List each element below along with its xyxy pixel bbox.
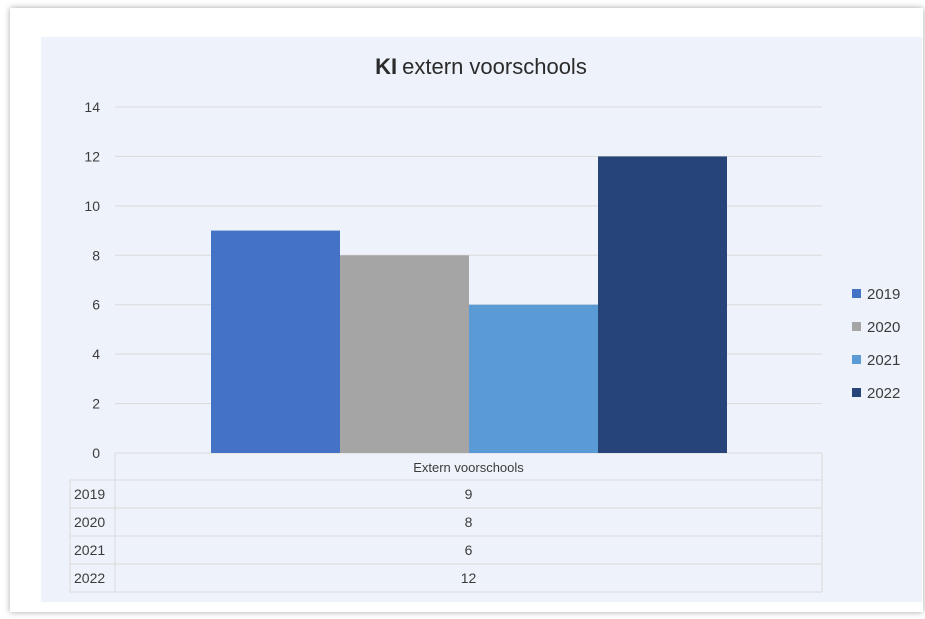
- table-row-label: 2022: [74, 570, 105, 586]
- table-row-label: 2020: [74, 514, 105, 530]
- legend-swatch-2021: [852, 355, 861, 364]
- table-row-label: 2019: [74, 486, 105, 502]
- chart-frame: KI extern voorschools 0 2 4 6 8 10 12 14 2019 202…: [10, 8, 923, 612]
- y-tick-label: 8: [92, 247, 100, 263]
- table-row-value: 9: [465, 486, 473, 502]
- y-tick-label: 10: [84, 198, 100, 214]
- table-row-value: 6: [465, 542, 473, 558]
- legend-swatch-2019: [852, 289, 861, 298]
- y-tick-label: 6: [92, 297, 100, 313]
- legend-swatch-2020: [852, 322, 861, 331]
- legend-label-2020: 2020: [867, 319, 900, 336]
- table-category-header: Extern voorschools: [413, 460, 524, 475]
- y-tick-label: 2: [92, 396, 100, 412]
- bar-2019: [211, 230, 340, 453]
- table-row-value: 12: [461, 570, 477, 586]
- bar-2022: [598, 156, 727, 453]
- y-tick-label: 4: [92, 346, 100, 362]
- chart-area: KI extern voorschools 0 2 4 6 8 10 12 14 2019 202…: [41, 37, 922, 602]
- bar-2021: [469, 304, 598, 453]
- table-row-label: 2021: [74, 542, 105, 558]
- y-tick-label: 14: [84, 99, 100, 115]
- y-tick-label: 0: [92, 445, 100, 461]
- chart-title: KI extern voorschools: [375, 54, 587, 79]
- chart-title-rest: extern voorschools: [402, 54, 587, 79]
- legend-label-2022: 2022: [867, 385, 900, 402]
- table-row-value: 8: [465, 514, 473, 530]
- legend-label-2021: 2021: [867, 352, 900, 369]
- bar-2020: [340, 255, 469, 453]
- legend-label-2019: 2019: [867, 286, 900, 303]
- chart-title-bold: KI: [375, 54, 397, 79]
- y-tick-label: 12: [84, 148, 100, 164]
- bar-chart: KI extern voorschools 0 2 4 6 8 10 12 14 2019 202…: [69, 54, 900, 593]
- legend-swatch-2022: [852, 388, 861, 397]
